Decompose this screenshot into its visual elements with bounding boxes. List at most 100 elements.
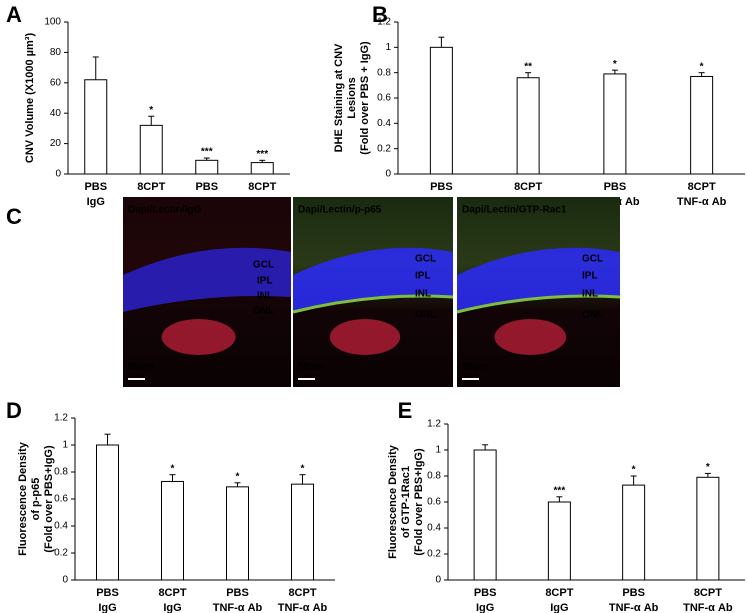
y-axis-title-line: (Fold over PBS+IgG)	[413, 448, 425, 556]
y-tick-label: 0.2	[427, 549, 441, 560]
y-axis-title: Fluorescence Density of p-p65 (Fold over P…	[17, 441, 55, 556]
y-tick-label: 0.6	[427, 497, 441, 508]
y-axis-title: Fluorescence Density of GTP-1Rac1 (Fold ov…	[387, 444, 425, 559]
y-axis-title: DHE Staining at CNV Lesions (Fold over PBS…	[333, 41, 371, 155]
y-tick-label: 0.8	[54, 467, 68, 478]
y-axis-title-line: (Fold over PBS + IgG)	[359, 41, 371, 155]
bar	[622, 484, 646, 581]
bar	[547, 501, 571, 581]
x-tick-label: PBS	[96, 587, 119, 599]
significance: ***	[256, 149, 268, 160]
x-tick-label: 8CPT	[158, 587, 186, 599]
layer-label: IPL	[257, 276, 273, 287]
y-tick-label: 100	[44, 17, 61, 28]
x-tick-label: PBS	[622, 587, 645, 599]
lectin-signal	[494, 319, 567, 355]
stain-separator: /	[516, 205, 519, 216]
significance: *	[171, 463, 175, 474]
y-tick-label: 0.6	[54, 494, 68, 505]
x-tick-label: 8CPT	[545, 587, 573, 599]
x-tick-label: TNF-α Ab	[609, 602, 659, 613]
dapi-layer	[123, 247, 291, 312]
y-axis-title-line: Fluorescence Density	[387, 444, 399, 559]
y-tick-label: 0	[62, 575, 68, 586]
y-axis-title: CNV Volume (X1000 µm³)	[24, 33, 36, 164]
significance: *	[706, 462, 710, 473]
bar	[429, 46, 453, 175]
stain-channel: Dapi	[462, 205, 484, 216]
x-tick-label: TNF-α Ab	[213, 602, 263, 613]
x-tick-label: PBS	[84, 181, 107, 193]
significance: *	[632, 465, 636, 476]
y-axis-title-line: CNV Volume (X1000 µm³)	[24, 33, 36, 164]
significance: *	[613, 59, 617, 70]
x-tick-label: IgG	[98, 602, 116, 613]
y-tick-label: 0	[435, 575, 441, 586]
y-axis-title-line: of GTP-1Rac1	[400, 466, 412, 538]
lectin-signal	[329, 319, 401, 355]
bar	[84, 79, 108, 175]
bar	[226, 486, 249, 581]
layer-label: ONL	[415, 310, 436, 321]
layer-label: GCL	[415, 254, 436, 265]
x-tick-label: 8CPT	[514, 181, 542, 193]
significance: *	[149, 105, 153, 116]
bar	[696, 476, 720, 581]
bar	[195, 159, 219, 175]
stain-channel: GTP-Rac1	[519, 205, 567, 216]
stain-separator: /	[182, 205, 185, 216]
green-layer	[292, 294, 454, 314]
x-tick-label: IgG	[87, 196, 105, 208]
stain-channel: Dapi	[128, 205, 150, 216]
x-tick-label: IgG	[476, 602, 494, 613]
green-layer	[456, 294, 621, 314]
y-tick-label: 0.2	[377, 143, 391, 154]
bar	[250, 162, 274, 175]
bar	[603, 73, 627, 175]
bar	[139, 124, 163, 175]
y-tick-label: 0.2	[54, 548, 68, 559]
x-tick-label: 8CPT	[694, 587, 722, 599]
stain-channel: Dapi	[298, 205, 320, 216]
y-tick-label: 20	[50, 138, 62, 149]
stain-channel: Lectin	[152, 205, 181, 216]
y-axis-title-line: (Fold over PBS+IgG)	[43, 445, 55, 553]
y-tick-label: 0.4	[54, 521, 68, 532]
y-tick-label: 0	[385, 169, 391, 180]
layer-label: GCL	[253, 260, 274, 271]
y-tick-label: 0.4	[377, 118, 391, 129]
panel-label: A	[6, 2, 22, 27]
scale-label: 50µm	[298, 362, 324, 373]
bar	[161, 480, 184, 581]
x-tick-label: 8CPT	[288, 587, 316, 599]
panel-label: D	[6, 398, 22, 423]
y-axis-title-line: DHE Staining at CNV	[333, 43, 345, 152]
significance: **	[524, 61, 532, 72]
layer-label: GCL	[582, 254, 603, 265]
significance: ***	[554, 485, 566, 496]
layer-label: INL	[582, 289, 598, 300]
bar	[473, 449, 497, 581]
significance: ***	[201, 147, 213, 158]
significance: *	[301, 463, 305, 474]
y-tick-label: 0.6	[377, 93, 391, 104]
y-tick-label: 80	[50, 47, 62, 58]
x-tick-label: PBS	[226, 587, 249, 599]
x-tick-label: PBS	[474, 587, 497, 599]
layer-label: ONL	[582, 310, 603, 321]
x-tick-label: TNF-α Ab	[278, 602, 328, 613]
x-tick-label: PBS	[195, 181, 218, 193]
lectin-signal	[161, 319, 236, 355]
y-tick-label: 1	[385, 42, 391, 53]
x-tick-label: 8CPT	[688, 181, 716, 193]
layer-label: INL	[415, 289, 431, 300]
layer-label: INL	[257, 291, 273, 302]
stain-channel: p-p65	[355, 205, 382, 216]
stain-separator: /	[484, 205, 487, 216]
y-axis-title-line: Lesions	[346, 77, 358, 119]
y-axis-title-line: of p-p65	[30, 478, 42, 521]
stain-channel: Lectin	[486, 205, 515, 216]
y-tick-label: 60	[50, 77, 62, 88]
y-tick-label: 0	[55, 169, 61, 180]
